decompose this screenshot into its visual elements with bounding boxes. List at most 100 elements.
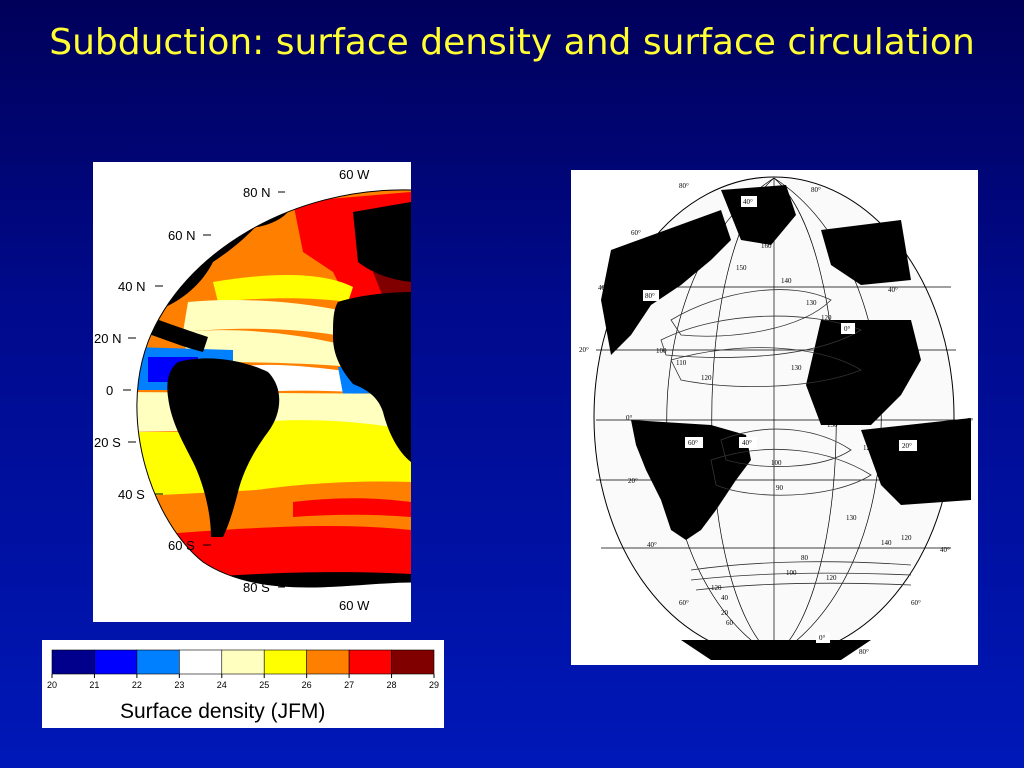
density-band-27-acc bbox=[293, 498, 411, 517]
colorbar-swatch bbox=[136, 649, 180, 675]
lat-label-20n: 20 N bbox=[94, 331, 121, 346]
grid-label-top-80-right: 80° bbox=[811, 186, 821, 194]
south-america-land bbox=[167, 358, 280, 537]
colorbar-tick-label: 22 bbox=[132, 680, 142, 690]
contour-label: 120 bbox=[901, 534, 912, 542]
grid-label-left-60s: 60° bbox=[679, 599, 689, 607]
grid-label-box-0-africa: 0° bbox=[844, 325, 851, 333]
density-colorbar: 20 21 22 23 24 25 26 27 28 29 Surface density (JF… bbox=[42, 640, 444, 728]
grid-label-box-40: 40° bbox=[742, 439, 752, 447]
contour-label: 140 bbox=[781, 277, 792, 285]
colorbar-tick-label: 20 bbox=[47, 680, 57, 690]
grid-label-bottom-0: 0° bbox=[819, 634, 826, 642]
grid-label-right-20: 20° bbox=[907, 350, 917, 358]
box-40-top bbox=[741, 196, 757, 207]
grid-label-bottom-80-right: 80° bbox=[859, 648, 869, 656]
grid-label-right-60s: 60° bbox=[911, 599, 921, 607]
colorbar-swatch bbox=[391, 649, 435, 675]
grid-label-left-40: 40° bbox=[598, 284, 608, 292]
grid-label-left-0: 0° bbox=[626, 414, 633, 422]
colorbar-swatch bbox=[94, 649, 138, 675]
surface-circulation-map: 80° 40° 80° 60° 60° 40° 40° 80° 0° 20° 2… bbox=[571, 170, 978, 665]
contour-label: 120 bbox=[711, 584, 722, 592]
greenland-silhouette bbox=[721, 185, 796, 245]
contour-label: 120 bbox=[863, 444, 874, 452]
contour-label: 120 bbox=[826, 574, 837, 582]
grid-label-left-20s: 20° bbox=[628, 477, 638, 485]
lat-ticks bbox=[123, 191, 285, 588]
antarctica-silhouette bbox=[681, 640, 871, 660]
lat-label-60n: 60 N bbox=[168, 228, 195, 243]
density-band-24-north bbox=[183, 300, 348, 337]
graticule bbox=[596, 177, 956, 658]
colorbar-graphic: 20 21 22 23 24 25 26 27 28 29 Surface density (JF… bbox=[47, 649, 439, 723]
grid-label-right-20s: 20° bbox=[961, 482, 971, 490]
contour-label: 130 bbox=[806, 299, 817, 307]
antarctica-land bbox=[153, 572, 411, 587]
box-60 bbox=[685, 437, 703, 448]
lat-label-80n: 80 N bbox=[243, 185, 270, 200]
contour-label: 130 bbox=[846, 514, 857, 522]
box-0-africa bbox=[841, 323, 855, 334]
globe-outline bbox=[136, 189, 412, 588]
contour-label: 60 bbox=[726, 619, 734, 627]
surface-circulation-graphic: 80° 40° 80° 60° 60° 40° 40° 80° 0° 20° 2… bbox=[579, 176, 974, 660]
contour-label: 90 bbox=[776, 484, 784, 492]
africa-south-silhouette bbox=[861, 418, 971, 505]
europe-silhouette bbox=[821, 220, 911, 285]
contour-label: 100 bbox=[771, 459, 782, 467]
grid-label-box-80: 80° bbox=[645, 292, 655, 300]
colorbar-tick-label: 27 bbox=[344, 680, 354, 690]
lat-label-60s: 60 S bbox=[168, 538, 195, 553]
colorbar-swatch bbox=[348, 649, 392, 675]
colorbar-swatch bbox=[51, 649, 95, 675]
colorbar-swatch bbox=[263, 649, 307, 675]
box-80 bbox=[643, 290, 659, 301]
contour-label: 20 bbox=[721, 609, 729, 617]
lat-label-80s: 80 S bbox=[243, 580, 270, 595]
density-band-25-north bbox=[213, 275, 353, 302]
surface-density-map: 60 W 80 N 60 N 40 N 20 N 0 20 S 40 S 60 … bbox=[93, 162, 412, 622]
africa-land bbox=[333, 292, 411, 462]
grid-label-left-60: 60° bbox=[631, 229, 641, 237]
colorbar-tick-label: 29 bbox=[429, 680, 439, 690]
contour-label: 120 bbox=[821, 314, 832, 322]
colorbar-swatch bbox=[221, 649, 265, 675]
contour-label: 40 bbox=[721, 594, 729, 602]
contour-label: 110 bbox=[676, 359, 687, 367]
streamlines bbox=[660, 289, 912, 591]
contour-label: 160 bbox=[761, 242, 772, 250]
europe-land bbox=[353, 202, 411, 282]
circulation-land-masses bbox=[601, 185, 971, 660]
contour-label: 120 bbox=[701, 374, 712, 382]
lat-label-40s: 40 S bbox=[118, 487, 145, 502]
lat-label-20s: 20 S bbox=[94, 435, 121, 450]
box-40 bbox=[739, 437, 757, 448]
africa-north-silhouette bbox=[806, 320, 921, 425]
lat-label-40n: 40 N bbox=[118, 279, 145, 294]
lon-label-top: 60 W bbox=[339, 167, 370, 182]
contour-label: 80 bbox=[801, 554, 809, 562]
grid-label-right-40s: 40° bbox=[940, 546, 950, 554]
contour-value-labels: 160 150 140 130 120 110 100 130 140 120 … bbox=[656, 242, 912, 627]
grid-label-box-60: 60° bbox=[688, 439, 698, 447]
grid-label-right-40: 40° bbox=[888, 286, 898, 294]
lat-label-0: 0 bbox=[106, 383, 113, 398]
grid-label-bottom-80-left: 80° bbox=[729, 648, 739, 656]
colorbar-tick-label: 25 bbox=[259, 680, 269, 690]
density-band-25-south bbox=[243, 420, 411, 492]
grid-label-box-20: 20° bbox=[902, 442, 912, 450]
box-20 bbox=[899, 440, 917, 451]
grid-label-top-80-left: 80° bbox=[679, 182, 689, 190]
contour-label: 150 bbox=[736, 264, 747, 272]
colorbar-tick-label: 23 bbox=[174, 680, 184, 690]
north-america-silhouette bbox=[601, 210, 731, 355]
slide-title: Subduction: surface density and surface … bbox=[49, 22, 975, 63]
box-0-bottom bbox=[816, 632, 830, 643]
grid-label-right-60: 60° bbox=[861, 232, 871, 240]
colorbar-tick-label: 28 bbox=[387, 680, 397, 690]
grid-label-top-40: 40° bbox=[743, 198, 753, 206]
lon-label-bottom: 60 W bbox=[339, 598, 370, 613]
contour-label: 140 bbox=[816, 382, 827, 390]
grid-label-left-40s: 40° bbox=[647, 541, 657, 549]
